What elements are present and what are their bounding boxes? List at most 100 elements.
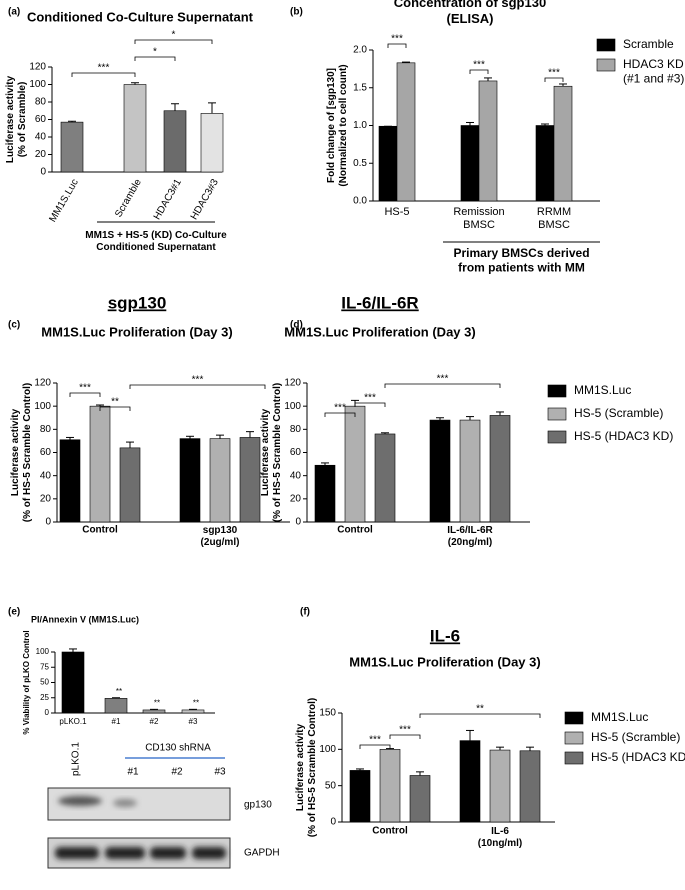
chart-title: Conditioned Co-Culture Supernatant [27, 9, 254, 24]
significance-label: *** [391, 34, 403, 45]
bar [123, 84, 147, 173]
significance-label: *** [399, 725, 411, 736]
error-bar [189, 708, 197, 710]
legend-label: MM1S.Luc [591, 710, 648, 724]
lane-label: #3 [214, 767, 226, 778]
significance-label: *** [548, 68, 560, 79]
legend-label: HDAC3 KD (#1 and #3) [623, 57, 684, 85]
heading: sgp130 [108, 293, 167, 312]
x-tick-label: #3 [189, 717, 198, 726]
x-tick-label: Scramble [113, 177, 144, 219]
legend-swatch [547, 407, 567, 421]
legend-swatch [547, 384, 567, 398]
bar [200, 113, 224, 173]
legend-swatch [564, 731, 584, 745]
bar [181, 709, 205, 714]
bar [379, 749, 401, 823]
significance-bracket [389, 734, 421, 739]
y-tick-label: 75 [40, 662, 49, 671]
band [55, 847, 99, 859]
y-axis-label: Luciferase activity(% of HS-5 Scramble C… [260, 383, 283, 522]
significance-bracket [324, 412, 356, 417]
bar [119, 447, 141, 523]
legend-label: MM1S.Luc [574, 383, 631, 397]
bar [349, 770, 371, 823]
significance-bracket [99, 406, 131, 411]
y-tick-label: 0 [40, 167, 46, 178]
x-tick-label: IL-6 (10ng/ml) [478, 826, 522, 849]
error-bar [356, 768, 364, 771]
y-tick-label: 0 [45, 708, 50, 717]
legend-swatch [547, 430, 567, 444]
y-tick-label: 0.5 [353, 158, 367, 169]
error-bar [112, 697, 120, 699]
y-tick-label: 50 [40, 678, 49, 687]
band [113, 799, 137, 807]
significance-bracket [69, 392, 101, 397]
legend-swatch [596, 38, 616, 52]
bar [179, 438, 201, 523]
bar [489, 415, 511, 523]
error-bar [559, 83, 567, 87]
error-bar [436, 417, 444, 421]
band [192, 847, 226, 859]
y-tick-label: 100 [319, 744, 336, 755]
y-tick-label: 25 [40, 693, 49, 702]
error-bar [69, 648, 77, 652]
bar [460, 125, 480, 202]
chart-title: MM1S.Luc Proliferation (Day 3) [41, 324, 232, 339]
error-bar [541, 123, 549, 126]
significance-bracket [387, 43, 407, 48]
chart-title: MM1S.Luc Proliferation (Day 3) [349, 654, 540, 669]
y-tick-label: 40 [290, 470, 302, 481]
error-bar [171, 103, 179, 111]
y-tick-label: 0 [45, 517, 51, 528]
y-tick-label: 20 [35, 149, 47, 160]
y-tick-label: 100 [34, 401, 51, 412]
error-bar [466, 416, 474, 421]
bar [142, 709, 166, 714]
error-bar [216, 434, 224, 439]
significance-label: *** [369, 735, 381, 746]
x-tick-label: Control [337, 525, 373, 536]
y-axis-label: Luciferase activity(% of Scramble) [5, 75, 28, 163]
bar [409, 775, 431, 823]
x-tick-label: IL-6/IL-6R (20ng/ml) [447, 525, 493, 548]
y-tick-label: 60 [35, 114, 47, 125]
lane-label: pLKO.1 [71, 742, 82, 776]
error-bar [246, 431, 254, 438]
bar [553, 85, 573, 202]
error-bar [96, 404, 104, 407]
bar [89, 405, 111, 523]
legend-label: HS-5 (HDAC3 KD) [574, 429, 673, 443]
y-tick-label: 20 [290, 493, 302, 504]
y-tick-label: 120 [29, 62, 46, 73]
x-tick-label: HS-5 [384, 206, 409, 218]
significance-bracket [354, 402, 386, 407]
group-label: MM1S + HS-5 (KD) Co-Culture Conditioned S… [85, 230, 227, 253]
bar [374, 433, 396, 523]
y-tick-label: 100 [284, 401, 301, 412]
x-tick-label: HDAC3#3 [189, 177, 221, 222]
bar [59, 439, 81, 523]
y-tick-label: 2.0 [353, 45, 367, 56]
panel-label: (d) [290, 320, 303, 331]
x-tick-label: Control [82, 525, 118, 536]
x-tick-label: #1 [112, 717, 121, 726]
band [105, 847, 145, 859]
significance-bracket [359, 744, 391, 749]
significance-label: ** [111, 397, 119, 408]
y-tick-label: 80 [35, 97, 47, 108]
bar [209, 438, 231, 523]
error-bar [526, 746, 534, 751]
significance-label: *** [364, 393, 376, 404]
y-tick-label: 150 [319, 708, 336, 719]
x-tick-label: HDAC3#1 [152, 177, 184, 222]
panel-label: (b) [290, 7, 303, 18]
error-bar [208, 102, 216, 114]
significance-label: ** [193, 698, 199, 707]
error-bar [68, 120, 76, 123]
significance-label: *** [79, 383, 91, 394]
heading: IL-6 [430, 626, 460, 645]
